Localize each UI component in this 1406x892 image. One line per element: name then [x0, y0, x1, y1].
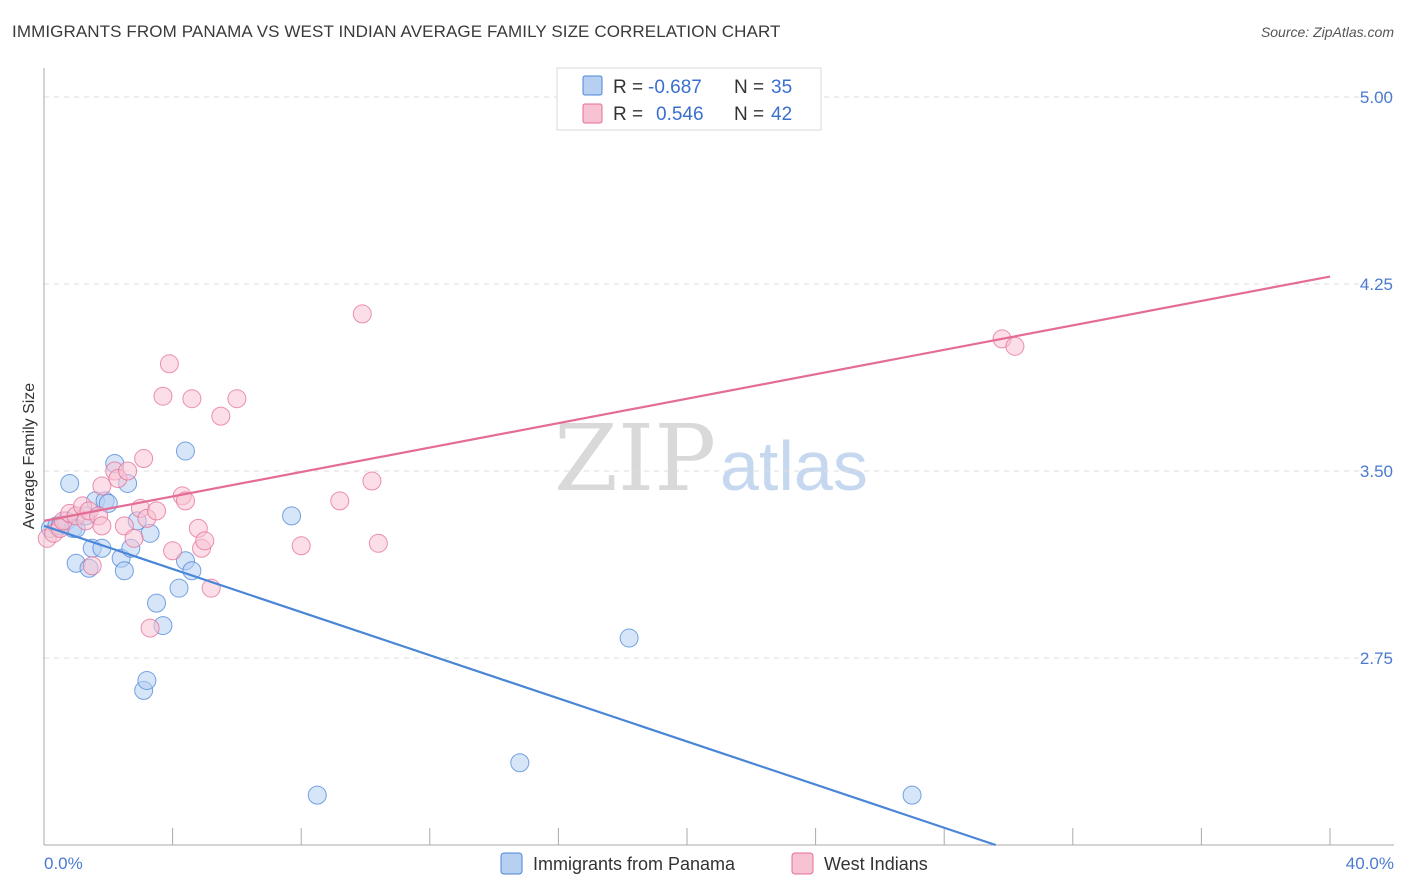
series-legend-label-panama: Immigrants from Panama [533, 854, 736, 874]
west-indian-point-27 [175, 491, 195, 511]
west-indian-point-41 [1005, 336, 1025, 356]
series-legend-swatch-panama [500, 852, 523, 875]
panama-point-33 [902, 785, 922, 805]
panama-point-17 [114, 561, 134, 581]
west-indian-point-10 [92, 476, 112, 496]
panama-point-25 [169, 578, 189, 598]
west-indian-point-22 [140, 618, 160, 638]
correlation-legend: R = -0.687 N = 35 R = 0.546 N = 42 [556, 67, 822, 131]
west-indian-point-38 [362, 471, 382, 491]
west-indian-point-11 [92, 516, 112, 536]
y-tick-label-5.00: 5.00 [1360, 88, 1393, 107]
west-indian-point-16 [118, 461, 138, 481]
west-indian-point-24 [159, 354, 179, 374]
west-indian-point-17 [124, 528, 144, 548]
panama-point-30 [307, 785, 327, 805]
panama-point-32 [619, 628, 639, 648]
y-tick-label-3.50: 3.50 [1360, 462, 1393, 481]
legend-r-label-2: R = [613, 104, 643, 125]
panama-point-21 [147, 593, 167, 613]
west-indian-point-39 [368, 533, 388, 553]
legend-n-label-2: N = [734, 104, 764, 125]
y-tick-labels: 2.75 3.50 4.25 5.00 [1360, 88, 1393, 668]
series-legend: Immigrants from Panama West Indians [500, 852, 928, 875]
panama-point-6 [60, 473, 80, 493]
west-indian-point-25 [163, 541, 183, 561]
panama-point-29 [282, 506, 302, 526]
source-label: Source: ZipAtlas.com [1260, 24, 1394, 40]
x-ticks [172, 828, 1331, 845]
west-indian-point-28 [182, 389, 202, 409]
west-indian-point-35 [291, 536, 311, 556]
y-tick-label-4.25: 4.25 [1360, 275, 1393, 294]
x-tick-label-min: 0.0% [44, 854, 83, 873]
legend-n-value-2: 42 [771, 104, 792, 125]
panama-point-27 [182, 561, 202, 581]
series-legend-label-west-indians: West Indians [824, 854, 928, 874]
grid-lines [44, 96, 1394, 659]
y-tick-label-2.75: 2.75 [1360, 649, 1393, 668]
x-tick-label-max: 40.0% [1346, 854, 1394, 873]
west-indian-point-37 [352, 304, 372, 324]
west-indian-point-23 [153, 386, 173, 406]
legend-r-value-2: 0.546 [656, 104, 704, 125]
panama-point-31 [510, 753, 530, 773]
watermark-atlas: atlas [720, 427, 868, 505]
panama-trend-line [43, 524, 996, 847]
panama-point-28 [175, 441, 195, 461]
west-indian-point-20 [134, 449, 154, 469]
legend-swatch-blue [582, 75, 603, 96]
data-points [37, 304, 1025, 805]
west-indian-point-21 [147, 501, 167, 521]
west-indian-point-12 [82, 556, 102, 576]
chart-title: IMMIGRANTS FROM PANAMA VS WEST INDIAN AV… [12, 22, 781, 41]
west-indian-point-34 [227, 389, 247, 409]
panama-point-24 [137, 670, 157, 690]
y-axis-label: Average Family Size [21, 383, 38, 530]
trend-lines [43, 275, 1331, 847]
legend-n-value-1: 35 [771, 77, 792, 98]
legend-n-label-1: N = [734, 77, 764, 98]
west-indian-point-36 [330, 491, 350, 511]
west-indian-point-33 [211, 406, 231, 426]
legend-r-label-1: R = [613, 77, 643, 98]
west-indian-point-31 [195, 531, 215, 551]
west-indians-trend-line [43, 275, 1331, 522]
axes [43, 68, 1394, 846]
legend-swatch-pink [582, 103, 603, 124]
watermark-zip: ZIP [554, 405, 716, 512]
series-legend-swatch-west-indians [791, 852, 814, 875]
legend-r-value-1: -0.687 [648, 77, 702, 98]
